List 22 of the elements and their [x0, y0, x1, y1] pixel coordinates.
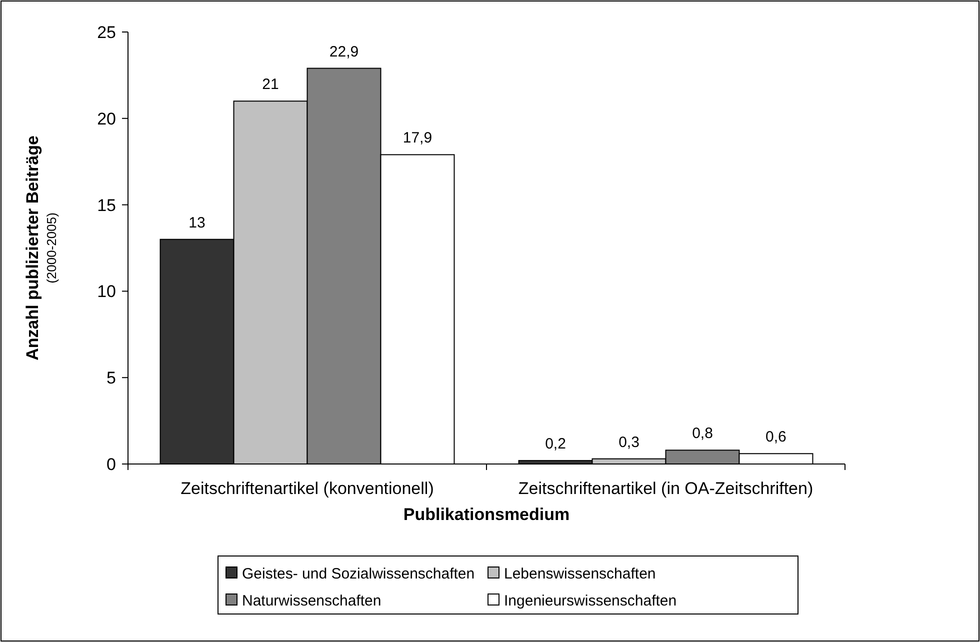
y-tick-label: 0: [106, 454, 116, 474]
y-axis-title: Anzahl publizierter Beiträge (2000-2005): [23, 136, 59, 360]
x-tick-label: Zeitschriftenartikel (konventionell): [180, 479, 434, 498]
legend-label: Ingenieurswissenschaften: [504, 592, 677, 610]
x-axis-title: Publikationsmedium: [403, 505, 570, 524]
y-tick-label: 15: [97, 196, 116, 215]
data-label: 0,3: [618, 434, 640, 451]
legend-label: Naturwissenschaften: [242, 592, 382, 610]
y-tick-label: 10: [97, 282, 116, 302]
y-tick-label: 5: [106, 368, 116, 388]
data-label: 0,8: [692, 425, 713, 442]
data-label: 13: [188, 214, 206, 232]
y-tick-label: 25: [97, 22, 116, 42]
x-tick-label: Zeitschriftenartikel (in OA-Zeitschriften): [518, 479, 814, 498]
data-label: 22,9: [329, 43, 359, 60]
data-label: 0,6: [766, 428, 786, 446]
data-label: 0,2: [545, 436, 566, 453]
data-label: 17,9: [402, 130, 432, 147]
data-label: 21: [262, 76, 279, 94]
legend-label: Geistes- und Sozialwissenschaften: [242, 565, 475, 582]
y-tick-label: 20: [97, 109, 116, 128]
legend-label: Lebenswissenschaften: [504, 565, 656, 582]
